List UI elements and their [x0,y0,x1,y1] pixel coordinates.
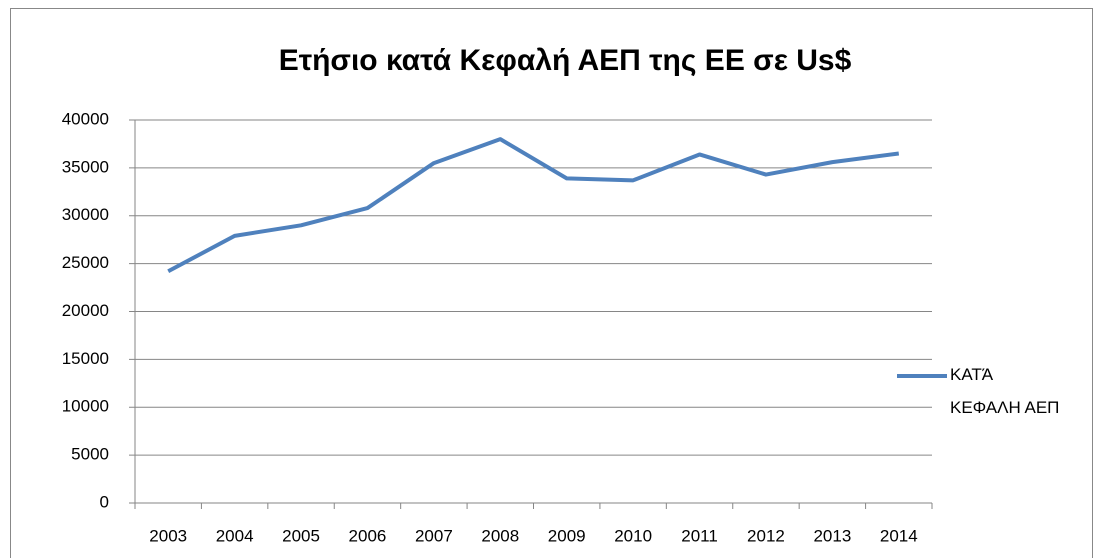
y-tick-label: 35000 [62,157,109,176]
x-tick-label: 2004 [216,526,254,545]
x-tick-label: 2007 [415,526,453,545]
y-tick-label: 20000 [62,301,109,320]
chart-title: Ετήσιο κατά Κεφαλή ΑΕΠ της ΕΕ σε Us$ [279,44,852,77]
x-tick-label: 2013 [813,526,851,545]
x-tick-label: 2003 [149,526,187,545]
y-tick-label: 5000 [71,445,109,464]
y-tick-label: 25000 [62,253,109,272]
y-tick-label: 30000 [62,205,109,224]
x-tick-label: 2014 [880,526,918,545]
y-tick-label: 10000 [62,397,109,416]
x-tick-label: 2012 [747,526,785,545]
y-tick-label: 40000 [62,109,109,128]
x-tick-label: 2011 [681,526,718,545]
x-tick-label: 2005 [282,526,320,545]
y-tick-label: 0 [100,492,109,511]
x-tick-label: 2006 [349,526,387,545]
data-line [167,137,900,274]
x-tick-label: 2010 [614,526,652,545]
x-tick-label: 2008 [481,526,519,545]
x-tick-label: 2009 [548,526,586,545]
legend-label: ΚΑΤΆ ΚΕΦΑΛΗ ΑΕΠ [950,365,1059,417]
y-tick-label: 15000 [62,349,109,368]
chart-frame [10,8,1093,558]
